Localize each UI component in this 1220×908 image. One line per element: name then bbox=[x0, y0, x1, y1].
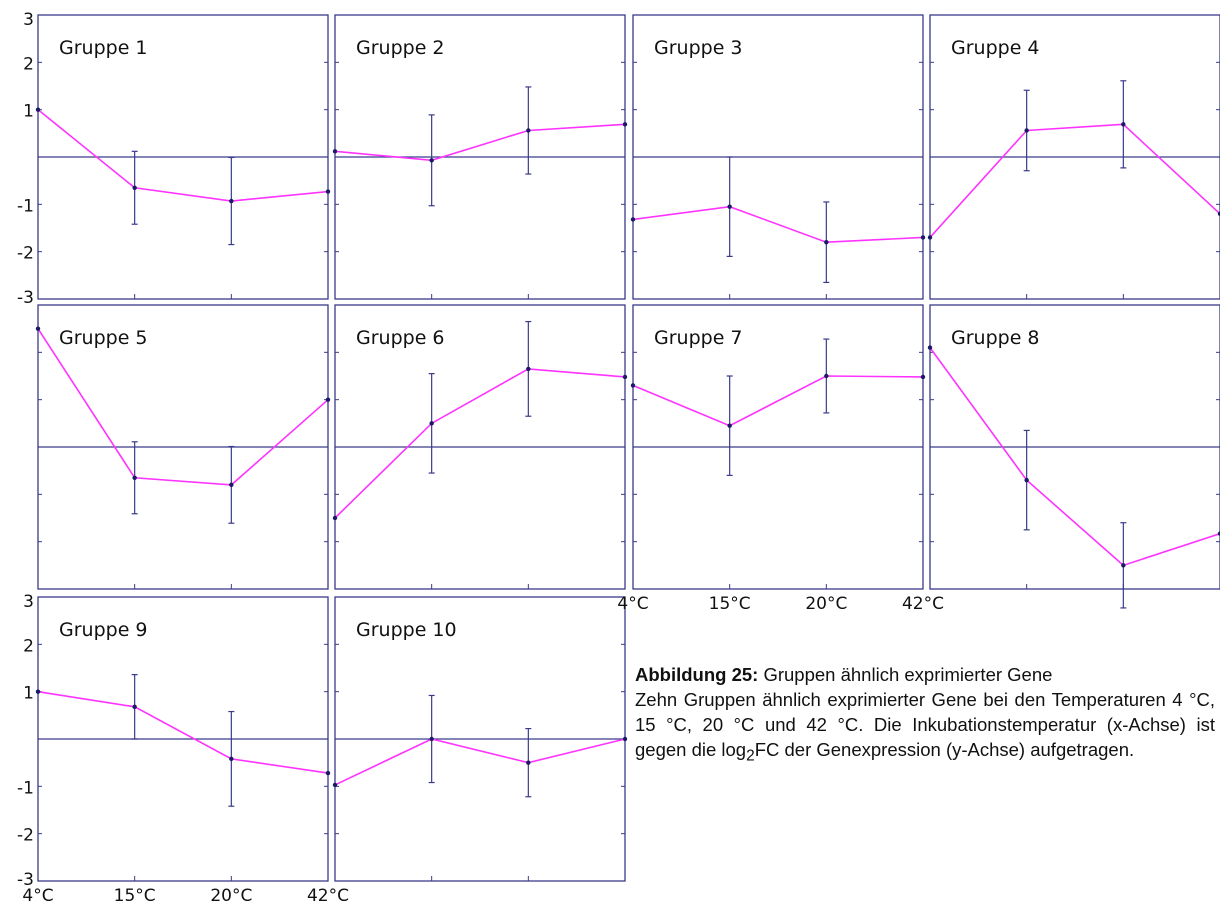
panel-5-point-1 bbox=[35, 326, 41, 331]
panel-5-title: Gruppe 5 bbox=[59, 327, 148, 349]
row3-col1-xtick-label: 4°C bbox=[22, 886, 53, 906]
panel-9-point-3 bbox=[229, 756, 234, 762]
panel-9-point-1 bbox=[35, 689, 41, 694]
panel-2-point-4 bbox=[622, 122, 628, 127]
panel-7-series-line bbox=[632, 375, 924, 427]
caption-title: Gruppen ähnlich exprimierter Gene bbox=[758, 664, 1053, 685]
row3-col1-xtick-label: 42°C bbox=[307, 886, 349, 906]
panel-5-point-3 bbox=[229, 482, 234, 488]
ytick-label: -2 bbox=[17, 244, 34, 264]
row2-col3-xtick-label: 42°C bbox=[902, 594, 944, 614]
row2-col3-xtick-label: 4°C bbox=[617, 594, 648, 614]
panel-3-point-3 bbox=[824, 240, 829, 245]
panel-3-point-4 bbox=[920, 235, 926, 240]
panel-10-point-3 bbox=[526, 760, 531, 765]
panel-4-point-2 bbox=[1024, 128, 1029, 133]
panel-2-point-2 bbox=[429, 158, 434, 163]
panel-2-point-3 bbox=[526, 128, 531, 133]
panel-8-point-1 bbox=[927, 345, 933, 350]
ytick-label: 2 bbox=[23, 636, 34, 656]
panel-5-point-2 bbox=[132, 475, 137, 480]
panel-8-series-line bbox=[929, 347, 1220, 567]
panel-10-point-2 bbox=[429, 736, 434, 742]
panel-1-point-2 bbox=[132, 185, 137, 190]
panel-3-series-line bbox=[632, 205, 924, 244]
panel-4-point-3 bbox=[1121, 122, 1126, 127]
panel-7-title: Gruppe 7 bbox=[654, 327, 743, 349]
panel-10-point-4 bbox=[622, 736, 628, 742]
panel-5-point-4 bbox=[325, 397, 331, 402]
panel-4-title: Gruppe 4 bbox=[951, 37, 1040, 59]
ytick-label: 1 bbox=[23, 102, 34, 122]
ytick-label: -3 bbox=[17, 288, 34, 308]
panel-9-series-line bbox=[37, 690, 329, 774]
ytick-label: -2 bbox=[17, 826, 34, 846]
panel-9-point-4 bbox=[325, 770, 331, 776]
panel-3-point-1 bbox=[630, 217, 636, 222]
panel-5-series-line bbox=[37, 328, 329, 486]
ytick-label: -3 bbox=[17, 870, 34, 890]
caption-body: Zehn Gruppen ähnlich exprimierter Gene b… bbox=[635, 689, 1215, 760]
panel-8-title: Gruppe 8 bbox=[951, 327, 1040, 349]
caption-label: Abbildung 25: bbox=[635, 664, 759, 685]
caption-body-end: FC der Genexpression (y-Achse) aufgetrag… bbox=[754, 739, 1135, 760]
panel-1-point-1 bbox=[35, 107, 41, 112]
panel-1-series-line bbox=[37, 109, 329, 202]
ytick-label: 3 bbox=[23, 10, 34, 30]
panel-6-point-1 bbox=[332, 515, 338, 521]
ytick-label: 2 bbox=[23, 54, 34, 74]
panel-2-title: Gruppe 2 bbox=[356, 37, 445, 59]
panel-10-series-line bbox=[334, 738, 626, 786]
figure-caption: Abbildung 25: Gruppen ähnlich exprimiert… bbox=[635, 662, 1215, 769]
ytick-label: -1 bbox=[17, 778, 34, 798]
panel-6-title: Gruppe 6 bbox=[356, 327, 445, 349]
panel-8-point-4 bbox=[1217, 531, 1220, 536]
panel-4-point-4 bbox=[1217, 211, 1220, 216]
panel-1-point-3 bbox=[229, 198, 234, 204]
row3-col1-xtick-label: 15°C bbox=[114, 886, 156, 906]
ytick-label: -1 bbox=[17, 196, 34, 216]
panel-7-point-3 bbox=[824, 373, 829, 379]
panel-3-point-2 bbox=[727, 204, 732, 209]
row2-col3-xtick-label: 15°C bbox=[709, 594, 751, 614]
panel-7-point-4 bbox=[920, 374, 926, 380]
row2-col3-xtick-label: 20°C bbox=[805, 594, 847, 614]
panel-1-title: Gruppe 1 bbox=[59, 37, 148, 59]
panel-1-point-4 bbox=[325, 189, 331, 194]
panel-6-point-3 bbox=[526, 366, 531, 372]
row3-col1-xtick-label: 20°C bbox=[210, 886, 252, 906]
panel-4-series-line bbox=[929, 123, 1220, 239]
panel-9-point-2 bbox=[132, 704, 137, 710]
panel-6-point-4 bbox=[622, 374, 628, 380]
panel-2-series-line bbox=[334, 123, 626, 162]
panel-6-series-line bbox=[334, 368, 626, 519]
panel-7-point-2 bbox=[727, 423, 732, 428]
panel-4-point-1 bbox=[927, 235, 933, 240]
panel-9-title: Gruppe 9 bbox=[59, 619, 148, 641]
panel-7-point-1 bbox=[630, 383, 636, 388]
ytick-label: 3 bbox=[23, 592, 34, 612]
panel-2-point-1 bbox=[332, 149, 338, 154]
caption-subscript: 2 bbox=[746, 747, 755, 765]
panel-8-point-3 bbox=[1121, 563, 1126, 568]
ytick-label: 1 bbox=[23, 684, 34, 704]
panel-3-title: Gruppe 3 bbox=[654, 37, 743, 59]
panel-10-title: Gruppe 10 bbox=[356, 619, 457, 641]
panel-8-point-2 bbox=[1024, 477, 1029, 483]
panel-10-point-1 bbox=[332, 782, 338, 788]
panel-6-point-2 bbox=[429, 421, 434, 426]
